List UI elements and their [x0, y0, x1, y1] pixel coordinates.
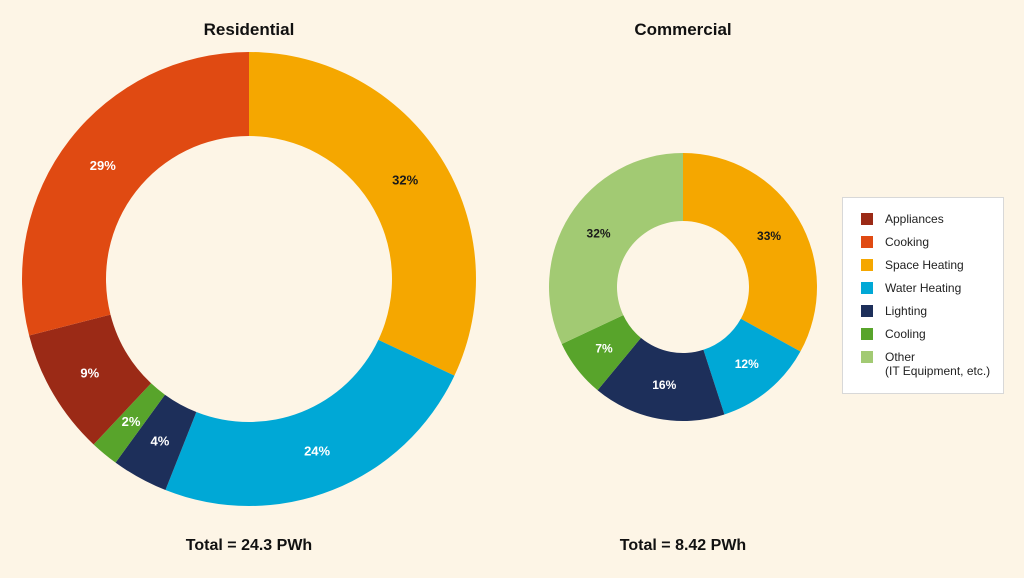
slice-label: 9%	[80, 366, 99, 381]
legend-label: Other (IT Equipment, etc.)	[885, 350, 990, 378]
legend-item: Appliances	[861, 212, 1003, 235]
legend: Appliances Cooking Space Heating Water H…	[842, 197, 1004, 394]
commercial-title: Commercial	[634, 20, 732, 39]
legend-label: Lighting	[885, 304, 928, 318]
slice-label: 33%	[757, 229, 781, 243]
donut-slice-lighting	[597, 337, 725, 421]
legend-swatch	[861, 236, 873, 248]
donut-slice-space-heating	[249, 52, 476, 376]
slice-label: 32%	[392, 172, 418, 187]
legend-item: Water Heating	[861, 281, 1003, 304]
donut-slice-other-it-equipment-etc	[549, 153, 683, 345]
commercial-total: Total = 8.42 PWh	[619, 537, 747, 554]
legend-label: Cooking	[885, 235, 930, 249]
donut-slice-water-heating	[165, 339, 455, 506]
legend-swatch	[861, 328, 873, 340]
slice-label: 32%	[587, 226, 611, 240]
donut-slice-cooling	[561, 315, 641, 391]
slice-label: 29%	[90, 158, 116, 173]
legend-item: Lighting	[861, 304, 1003, 327]
residential-title: Residential	[203, 20, 295, 39]
legend-item: Cooking	[861, 235, 1003, 258]
slice-label: 16%	[652, 378, 676, 392]
donut-slice-lighting	[115, 394, 197, 491]
legend-label-main: Other	[885, 350, 916, 364]
slice-label: 24%	[304, 444, 330, 459]
legend-label: Water Heating	[885, 281, 962, 295]
legend-swatch	[861, 282, 873, 294]
slice-label: 7%	[595, 341, 613, 355]
donut-slice-appliances	[29, 314, 152, 445]
donut-slice-water-heating	[703, 318, 801, 415]
legend-item: Cooling	[861, 327, 1003, 350]
donut-slice-cooking	[21, 52, 249, 336]
legend-label: Space Heating	[885, 258, 964, 272]
legend-item: Space Heating	[861, 258, 1003, 281]
slice-label: 12%	[735, 357, 759, 371]
legend-swatch	[861, 351, 873, 363]
donut-slice-cooling	[93, 383, 165, 463]
residential-total: Total = 24.3 PWh	[185, 537, 313, 554]
legend-label: Cooling	[885, 327, 926, 341]
legend-label: Appliances	[885, 212, 944, 226]
slice-label: 2%	[122, 414, 141, 429]
donut-slice-space-heating	[683, 153, 817, 352]
legend-swatch	[861, 305, 873, 317]
legend-item: Other (IT Equipment, etc.)	[861, 350, 1003, 386]
legend-swatch	[861, 259, 873, 271]
legend-label-sub: (IT Equipment, etc.)	[885, 364, 991, 378]
slice-label: 4%	[150, 434, 169, 449]
legend-swatch	[861, 213, 873, 225]
